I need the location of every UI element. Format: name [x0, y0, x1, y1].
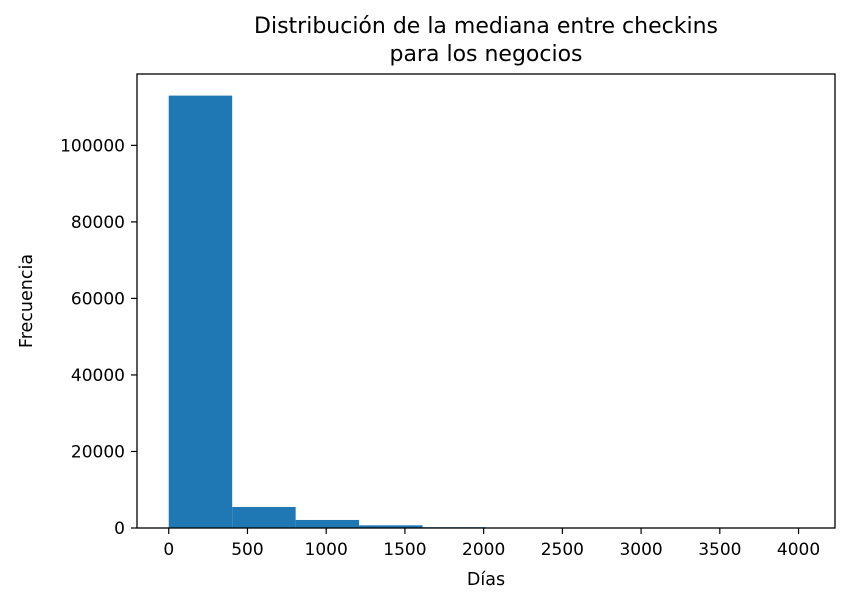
chart-title-line-2: para los negocios [389, 42, 582, 67]
x-axis-label: Días [467, 570, 505, 590]
x-tick-label-3: 1500 [383, 540, 426, 560]
y-tick-label-1: 20000 [71, 442, 125, 462]
histogram-bar-1 [232, 506, 296, 528]
x-tick-label-5: 2500 [541, 540, 584, 560]
x-tick-label-1: 500 [231, 540, 263, 560]
x-tick-label-8: 4000 [777, 540, 820, 560]
histogram-bar-0 [168, 95, 233, 528]
histogram-bar-2 [295, 519, 360, 528]
y-axis-label: Frecuencia [17, 254, 37, 348]
x-tick-label-2: 1000 [305, 540, 348, 560]
plot-frame [136, 73, 836, 529]
y-tick-label-0: 0 [114, 519, 125, 539]
x-axis-ticks: 0 500 1000 1500 2000 2500 3000 3500 4000 [163, 528, 820, 560]
y-tick-label-5: 100000 [60, 136, 125, 156]
histogram-bars [168, 95, 804, 528]
y-tick-label-4: 80000 [71, 213, 125, 233]
histogram-bar-3 [359, 525, 423, 528]
x-tick-label-4: 2000 [462, 540, 505, 560]
x-tick-label-6: 3000 [619, 540, 662, 560]
y-tick-label-3: 60000 [71, 289, 125, 309]
chart-title-line-1: Distribución de la mediana entre checkin… [254, 14, 718, 39]
x-tick-label-7: 3500 [698, 540, 741, 560]
y-axis-ticks: 0 20000 40000 60000 80000 100000 [60, 136, 137, 539]
x-tick-label-0: 0 [163, 540, 174, 560]
y-tick-label-2: 40000 [71, 366, 125, 386]
